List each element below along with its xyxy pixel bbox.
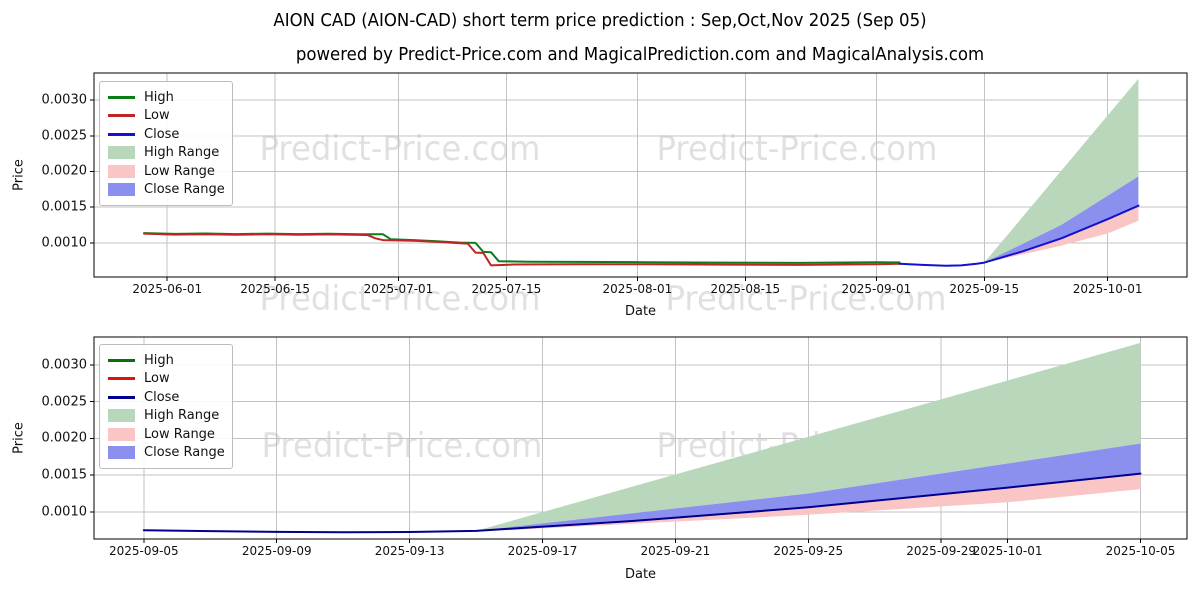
legend-item-close: Close [108,388,222,407]
y-tick-label: 0.0010 [41,504,88,520]
legend: High Low Close High Range Low Range Close Ran… [99,81,233,206]
legend-item-high: High [108,88,222,107]
legend-label: Close Range [144,182,225,198]
y-tick-label: 0.0025 [41,394,88,410]
x-tick-label: 2025-10-01 [972,544,1043,558]
legend-item-close: Close [108,125,222,144]
legend-band-swatch [108,409,135,423]
legend-item-high-range: High Range [108,407,222,426]
x-tick-label: 2025-07-01 [363,282,434,296]
y-tick-label: 0.0015 [41,199,88,215]
x-tick-label: 2025-09-13 [374,544,445,558]
legend-item-low: Low [108,370,222,389]
legend-line-swatch [108,377,135,381]
legend-item-close-range: Close Range [108,444,225,463]
x-tick-label: 2025-09-29 [906,544,977,558]
legend-label: High [144,352,174,368]
legend-item-low: Low [108,107,222,126]
legend-band-swatch [108,146,135,160]
page-subtitle: powered by Predict-Price.com and Magical… [295,44,985,65]
page-title: AION CAD (AION-CAD) short term price pre… [273,10,927,31]
legend-line-swatch [108,95,135,99]
x-tick-label: 2025-09-05 [108,544,179,558]
legend-label: Low [144,108,170,124]
legend-item-high: High [108,351,222,370]
band-high-range [984,78,1139,263]
legend-item-low-range: Low Range [108,425,222,444]
y-tick-label: 0.0015 [41,467,88,483]
y-tick-label: 0.0025 [41,128,88,144]
band-high-range [476,342,1141,531]
x-tick-label: 2025-09-01 [841,282,912,296]
x-tick-label: 2025-06-15 [240,282,310,296]
legend-item-high-range: High Range [108,144,222,163]
x-tick-label: 2025-09-21 [640,544,711,558]
y-tick-label: 0.0030 [41,92,88,108]
x-tick-label: 2025-06-01 [132,282,203,296]
x-tick-label: 2025-09-09 [241,544,312,558]
y-tick-label: 0.0030 [41,357,88,373]
legend-label: High [144,89,174,105]
x-tick-label: 2025-09-17 [507,544,578,558]
series-close-line [898,204,1140,267]
y-axis-label: Price [11,422,27,454]
plot-border [93,72,1188,278]
legend-label: Close [144,126,180,142]
legend-label: Close Range [144,445,225,461]
x-tick-label: 2025-07-15 [471,282,542,296]
legend-line-swatch [108,114,135,118]
y-tick-label: 0.0020 [41,163,88,179]
x-axis-label: Date [624,304,657,319]
legend: High Low Close High Range Low Range Close Ran… [99,344,233,469]
y-axis-label: Price [11,159,27,191]
series-close-line [142,472,1142,534]
y-tick-label: 0.0010 [41,235,88,251]
x-tick-label: 2025-09-15 [949,282,1020,296]
legend-line-swatch [108,132,135,136]
legend-band-swatch [108,427,135,441]
x-tick-label: 2025-08-01 [602,282,673,296]
x-tick-label: 2025-10-01 [1072,282,1143,296]
x-tick-label: 2025-10-05 [1105,544,1176,558]
legend-label: Low Range [144,163,215,179]
legend-label: Close [144,389,180,405]
legend-band-swatch [108,446,135,460]
x-tick-label: 2025-08-15 [710,282,781,296]
legend-band-swatch [108,164,135,178]
series-low-line [143,232,901,267]
y-tick-label: 0.0020 [41,430,88,446]
legend-label: High Range [144,408,220,424]
legend-item-close-range: Close Range [108,181,225,200]
x-tick-label: 2025-09-25 [773,544,844,558]
legend-label: High Range [144,145,220,161]
legend-label: Low Range [144,426,215,442]
legend-line-swatch [108,395,135,399]
legend-item-low-range: Low Range [108,162,222,181]
x-axis-label: Date [624,567,657,582]
legend-label: Low [144,371,170,387]
legend-band-swatch [108,183,135,197]
legend-line-swatch [108,358,135,362]
